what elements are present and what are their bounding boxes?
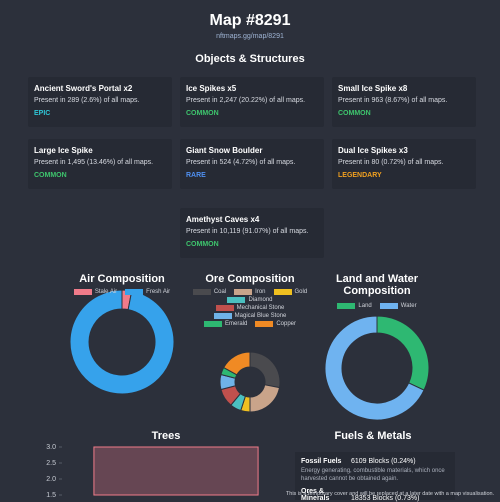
object-rarity: COMMON <box>186 241 219 248</box>
legend-label: Diamond <box>248 297 273 303</box>
y-tick-label: 1.5 <box>46 492 56 499</box>
fuel-name: Ores & Minerals <box>301 487 330 502</box>
chart-title: Ore Composition <box>205 273 295 285</box>
legend-swatch <box>234 289 253 295</box>
object-card: Ancient Sword's Portal x2 Present in 289 … <box>28 77 172 127</box>
legend-swatch <box>227 297 246 303</box>
object-card: Ice Spikes x5 Present in 2,247 (20.22%) o… <box>180 77 324 127</box>
section-title: Fuels & Metals <box>334 430 412 442</box>
legend-item: Land <box>337 303 372 309</box>
fuel-count: 6109 Blocks (0.24%) <box>351 458 416 465</box>
legend: Land Water <box>307 303 447 309</box>
object-card: Dual Ice Spikes x3 Present in 80 (0.72%) … <box>332 139 476 189</box>
object-card: Small Ice Spike x8 Present in 963 (8.67%)… <box>332 77 476 127</box>
donut-segment <box>249 351 281 389</box>
page-title: Map #8291 <box>209 12 291 29</box>
donut-segment <box>223 351 251 376</box>
legend: Stale Air Fresh Air <box>52 289 192 295</box>
object-presence: Present in 2,247 (20.22%) of all maps. <box>186 97 306 104</box>
object-presence: Present in 10,119 (91.07%) of all maps. <box>186 228 309 235</box>
fuels-box: Fossil Fuels 6109 Blocks (0.24%) Energy ge… <box>295 452 455 502</box>
legend-label: Copper <box>276 321 297 327</box>
fuel-count: 18353 Blocks (0.73%) <box>351 494 420 502</box>
object-rarity: LEGENDARY <box>338 172 382 179</box>
fuel-description: Energy generating, combustible materials… <box>301 468 445 482</box>
donut-segment <box>376 315 430 391</box>
object-rarity: COMMON <box>338 110 371 117</box>
legend-item: Coal <box>192 289 227 295</box>
object-presence: Present in 963 (8.67%) of all maps. <box>338 97 448 104</box>
chart-title: Land and Water Composition <box>335 273 419 297</box>
legend-item: Iron <box>234 289 266 295</box>
legend-label: Land <box>358 303 372 309</box>
object-presence: Present in 1,495 (13.46%) of all maps. <box>34 159 154 166</box>
fuel-item: Ores & Minerals 18353 Blocks (0.73%) <box>301 488 449 502</box>
legend-item: Diamond <box>227 297 273 303</box>
legend-item: Fresh Air <box>125 289 170 295</box>
legend: Coal Iron Gold Diamond Mechanical Stone Magic… <box>191 289 309 327</box>
object-presence: Present in 289 (2.6%) of all maps. <box>34 97 140 104</box>
object-rarity: COMMON <box>186 110 219 117</box>
legend-item: Stale Air <box>73 289 118 295</box>
legend-swatch <box>203 321 222 327</box>
map-link[interactable]: nftmaps.gg/map/8291 <box>216 33 284 40</box>
legend-swatch <box>213 313 232 319</box>
donut-segment <box>69 289 175 395</box>
legend-label: Iron <box>255 289 266 295</box>
legend-swatch <box>337 303 356 309</box>
donut-segment <box>249 384 281 413</box>
object-name: Large Ice Spike <box>34 146 93 155</box>
legend-swatch <box>125 289 144 295</box>
legend-swatch <box>273 289 292 295</box>
legend-item: Gold <box>273 289 308 295</box>
object-rarity: RARE <box>186 172 206 179</box>
fuel-item: Fossil Fuels 6109 Blocks (0.24%) Energy ge… <box>301 458 449 484</box>
object-card: Amethyst Caves x4 Present in 10,119 (91.0… <box>180 208 324 258</box>
legend-swatch <box>379 303 398 309</box>
legend-item: Magical Blue Stone <box>213 313 287 319</box>
legend-label: Coal <box>213 289 227 295</box>
legend-swatch <box>73 289 92 295</box>
legend-label: Emerald <box>224 321 248 327</box>
legend-label: Stale Air <box>94 289 118 295</box>
object-name: Amethyst Caves x4 <box>186 215 260 224</box>
object-rarity: COMMON <box>34 172 67 179</box>
chart-title: Air Composition <box>79 273 165 285</box>
object-name: Ancient Sword's Portal x2 <box>34 84 133 93</box>
cover-note: This is a temporary cover and will be re… <box>285 491 495 497</box>
object-name: Small Ice Spike x8 <box>338 84 408 93</box>
chart-title: Trees <box>151 430 181 442</box>
legend-item: Water <box>379 303 417 309</box>
legend-label: Mechanical Stone <box>236 305 285 311</box>
object-name: Ice Spikes x5 <box>186 84 237 93</box>
y-tick-label: 3.0 <box>46 444 56 451</box>
object-card: Giant Snow Boulder Present in 524 (4.72%)… <box>180 139 324 189</box>
legend-swatch <box>215 305 234 311</box>
object-name: Dual Ice Spikes x3 <box>338 146 408 155</box>
object-presence: Present in 80 (0.72%) of all maps. <box>338 159 444 166</box>
legend-item: Copper <box>255 321 296 327</box>
object-card: Large Ice Spike Present in 1,495 (13.46%)… <box>28 139 172 189</box>
legend-label: Magical Blue Stone <box>234 313 287 319</box>
legend-swatch <box>255 321 274 327</box>
object-rarity: EPIC <box>34 110 51 117</box>
bar <box>93 446 259 496</box>
legend-item: Emerald <box>203 321 248 327</box>
fuel-name: Fossil Fuels <box>301 458 342 465</box>
y-tick-label: 2.0 <box>46 476 56 483</box>
legend-item: Mechanical Stone <box>215 305 285 311</box>
legend-label: Water <box>400 303 417 309</box>
object-name: Giant Snow Boulder <box>186 146 263 155</box>
legend-label: Gold <box>294 289 308 295</box>
object-presence: Present in 524 (4.72%) of all maps. <box>186 159 296 166</box>
legend-swatch <box>192 289 211 295</box>
legend-label: Fresh Air <box>146 289 171 295</box>
donut-segment <box>324 315 425 421</box>
y-tick-label: 2.5 <box>46 460 56 467</box>
section-title: Objects & Structures <box>195 53 305 65</box>
